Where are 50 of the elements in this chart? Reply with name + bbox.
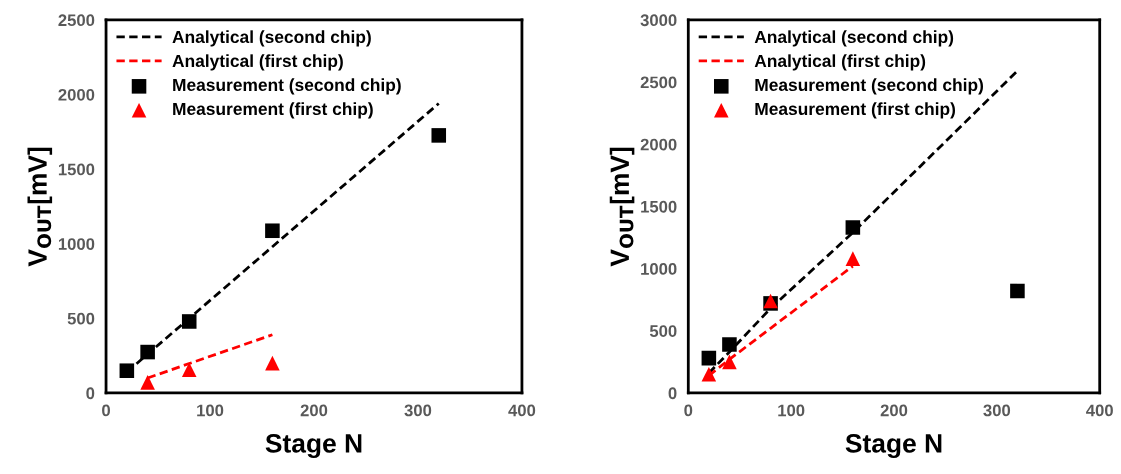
y-tick-label: 1500 (58, 163, 95, 176)
y-tick-label: 2500 (58, 14, 95, 27)
y-tick-label: 1500 (641, 200, 677, 213)
y-tick-label: 0 (668, 387, 677, 400)
y-tick-label: 0 (86, 387, 95, 400)
x-tick-label: 400 (1086, 404, 1113, 417)
legend-label: Measurement (first chip) (173, 102, 373, 119)
y-tick-label: 1000 (641, 263, 677, 275)
y-tick-label: 3000 (640, 14, 677, 27)
y-axis-title: V$_{OUT}$[mV] (609, 147, 635, 267)
point (1010, 283, 1025, 299)
y-tick-label: 2000 (58, 88, 95, 101)
point (181, 314, 197, 329)
point (119, 363, 135, 378)
point (701, 367, 717, 382)
x-tick-label: 100 (778, 404, 805, 417)
point (701, 350, 717, 366)
x-tick-label: 0 (684, 404, 693, 417)
legend-label: Measurement (first chip) (755, 102, 956, 119)
x-tick-label: 200 (300, 404, 328, 417)
point (722, 337, 737, 352)
y-tick-label: 1000 (58, 238, 95, 250)
x-tick-label: 100 (197, 404, 224, 417)
legend-label: Analytical (first chip) (754, 54, 926, 71)
x-axis-title: Stage N (265, 434, 362, 459)
legend-label: Analytical (second chip) (172, 30, 371, 47)
x-tick-label: 0 (102, 404, 110, 417)
x-tick-label: 200 (880, 404, 908, 417)
y-axis-title: V$_{OUT}$[mV] (27, 147, 53, 267)
point (845, 251, 861, 266)
legend-label: Measurement (second chip) (755, 78, 984, 95)
x-tick-label: 400 (508, 404, 536, 417)
point (140, 375, 155, 390)
point (431, 128, 447, 143)
y-tick-label: 2500 (640, 76, 677, 89)
point (845, 220, 861, 235)
legend-label: Analytical (second chip) (754, 30, 954, 47)
y-tick-label: 500 (67, 312, 95, 325)
point (722, 354, 737, 370)
x-tick-label: 300 (983, 404, 1011, 417)
y-tick-label: 2000 (640, 138, 677, 151)
x-tick-label: 300 (404, 404, 432, 417)
legend-label: Measurement (second chip) (173, 78, 401, 95)
point (181, 362, 197, 377)
y-tick-label: 500 (649, 325, 677, 337)
point (265, 355, 280, 371)
point (265, 223, 280, 239)
point (140, 344, 155, 360)
legend-label: Analytical (first chip) (172, 54, 343, 71)
x-axis-title: Stage N (845, 434, 942, 459)
